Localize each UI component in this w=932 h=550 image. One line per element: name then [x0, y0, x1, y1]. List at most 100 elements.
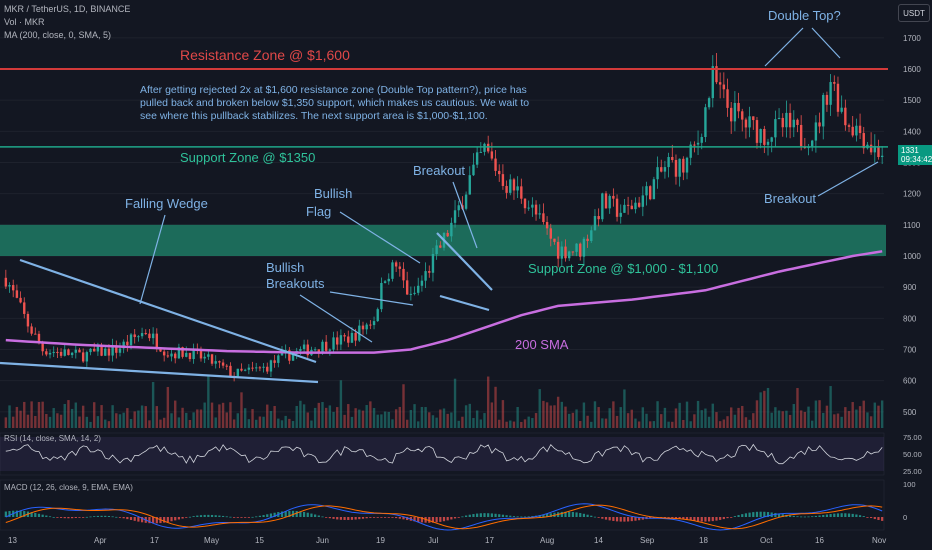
last-price-badge: 1331 09:34:42 — [898, 145, 932, 165]
candle-body — [763, 128, 766, 145]
macd-histogram-bar — [796, 516, 799, 518]
commentary-line-1: After getting rejected 2x at $1,600 resi… — [140, 84, 527, 96]
macd-histogram-bar — [391, 517, 394, 518]
macd-histogram-bar — [420, 517, 424, 523]
volume-bar — [48, 416, 52, 428]
macd-histogram-bar — [711, 517, 714, 522]
x-tick-label: 18 — [699, 536, 708, 545]
candle-body — [752, 116, 755, 121]
candle-body — [704, 107, 707, 138]
rsi-tick-label: 25.00 — [903, 467, 922, 476]
volume-bar — [597, 407, 600, 428]
macd-histogram-bar — [457, 517, 460, 518]
candle-body — [221, 362, 225, 366]
volume-bar — [693, 414, 696, 428]
candle-body — [549, 228, 552, 239]
volume-bar — [571, 412, 575, 428]
candle-body — [372, 321, 376, 326]
macd-histogram-bar — [766, 512, 770, 517]
macd-histogram-bar — [461, 516, 464, 518]
candle-body — [696, 142, 700, 145]
candle-body — [637, 202, 641, 207]
volume-bar — [207, 375, 210, 428]
volume-bar — [730, 407, 733, 428]
rsi-tick-label: 75.00 — [903, 433, 922, 442]
volume-header: Vol · MKR — [4, 17, 45, 27]
macd-histogram-bar — [284, 511, 287, 517]
candle-body — [376, 309, 379, 322]
macd-histogram-bar — [509, 515, 512, 517]
candle-body — [413, 292, 416, 294]
candle-body — [851, 126, 854, 136]
volume-bar — [317, 402, 321, 428]
volume-bar — [273, 406, 276, 428]
macd-histogram-bar — [593, 516, 597, 518]
candle-body — [604, 193, 608, 209]
macd-histogram-bar — [140, 517, 144, 523]
candle-body — [586, 238, 589, 242]
candle-body — [70, 352, 74, 356]
candle-body — [634, 202, 637, 210]
candle-body — [115, 345, 118, 353]
candle-body — [365, 324, 368, 330]
volume-bar — [104, 419, 107, 428]
candle-body — [174, 353, 177, 359]
candle-body — [641, 195, 645, 207]
macd-histogram-bar — [545, 513, 549, 517]
candle-body — [685, 157, 689, 173]
candle-body — [151, 333, 155, 339]
x-axis-ticks: 13 Apr 17 May 15 Jun 19 Jul 17 Aug 14 Sep 18 Oct 16 Nov — [8, 536, 886, 545]
candle-body — [475, 152, 479, 165]
volume-bar — [457, 420, 460, 428]
macd-histogram-bar — [453, 517, 457, 519]
candle-body — [19, 297, 22, 303]
volume-bar — [660, 414, 663, 428]
volume-bar — [174, 400, 177, 428]
candle-body — [711, 66, 714, 99]
macd-histogram-bar — [472, 514, 475, 517]
macd-histogram-bar — [741, 514, 744, 517]
volume-bar — [280, 420, 284, 428]
macd-histogram-bar — [291, 510, 295, 517]
candle-body — [527, 207, 530, 209]
candle-body — [15, 290, 19, 298]
volume-bar — [19, 410, 22, 428]
macd-histogram-bar — [487, 513, 490, 517]
volume-bar — [369, 401, 372, 428]
volume-bar — [354, 408, 357, 428]
macd-histogram-bar — [814, 515, 817, 517]
volume-bar — [181, 407, 184, 428]
candle-body — [707, 98, 711, 108]
volume-bar — [637, 421, 641, 428]
candle-body — [571, 251, 575, 253]
macd-histogram-bar — [339, 517, 343, 520]
candle-body — [744, 119, 748, 128]
volume-bar — [527, 416, 530, 428]
volume-bar — [332, 411, 335, 428]
y-axis-ticks: 5006007008009001000110012001300140015001… — [903, 34, 921, 417]
macd-histogram-bar — [258, 515, 262, 517]
macd-histogram-bar — [708, 517, 711, 522]
currency-button[interactable]: USDT — [898, 4, 930, 22]
candle-body — [766, 141, 770, 145]
candle-body — [648, 186, 652, 200]
candle-body — [210, 354, 214, 364]
x-tick-label: 13 — [8, 536, 17, 545]
candle-body — [302, 344, 306, 349]
candle-body — [12, 285, 15, 291]
candle-body — [818, 122, 821, 127]
volume-bar — [159, 419, 162, 428]
candle-body — [567, 251, 571, 259]
volume-bar — [641, 407, 645, 428]
macd-histogram-bar — [619, 517, 622, 522]
macd-histogram-bar — [163, 517, 166, 523]
symbol-header: MKR / TetherUS, 1D, BINANCE — [4, 4, 131, 14]
volume-bar — [582, 402, 586, 428]
candle-body — [181, 347, 184, 357]
candle-body — [836, 83, 840, 112]
candle-body — [608, 195, 611, 209]
volume-bar — [818, 400, 821, 428]
candle-body — [343, 335, 346, 337]
volume-bar — [302, 404, 306, 428]
